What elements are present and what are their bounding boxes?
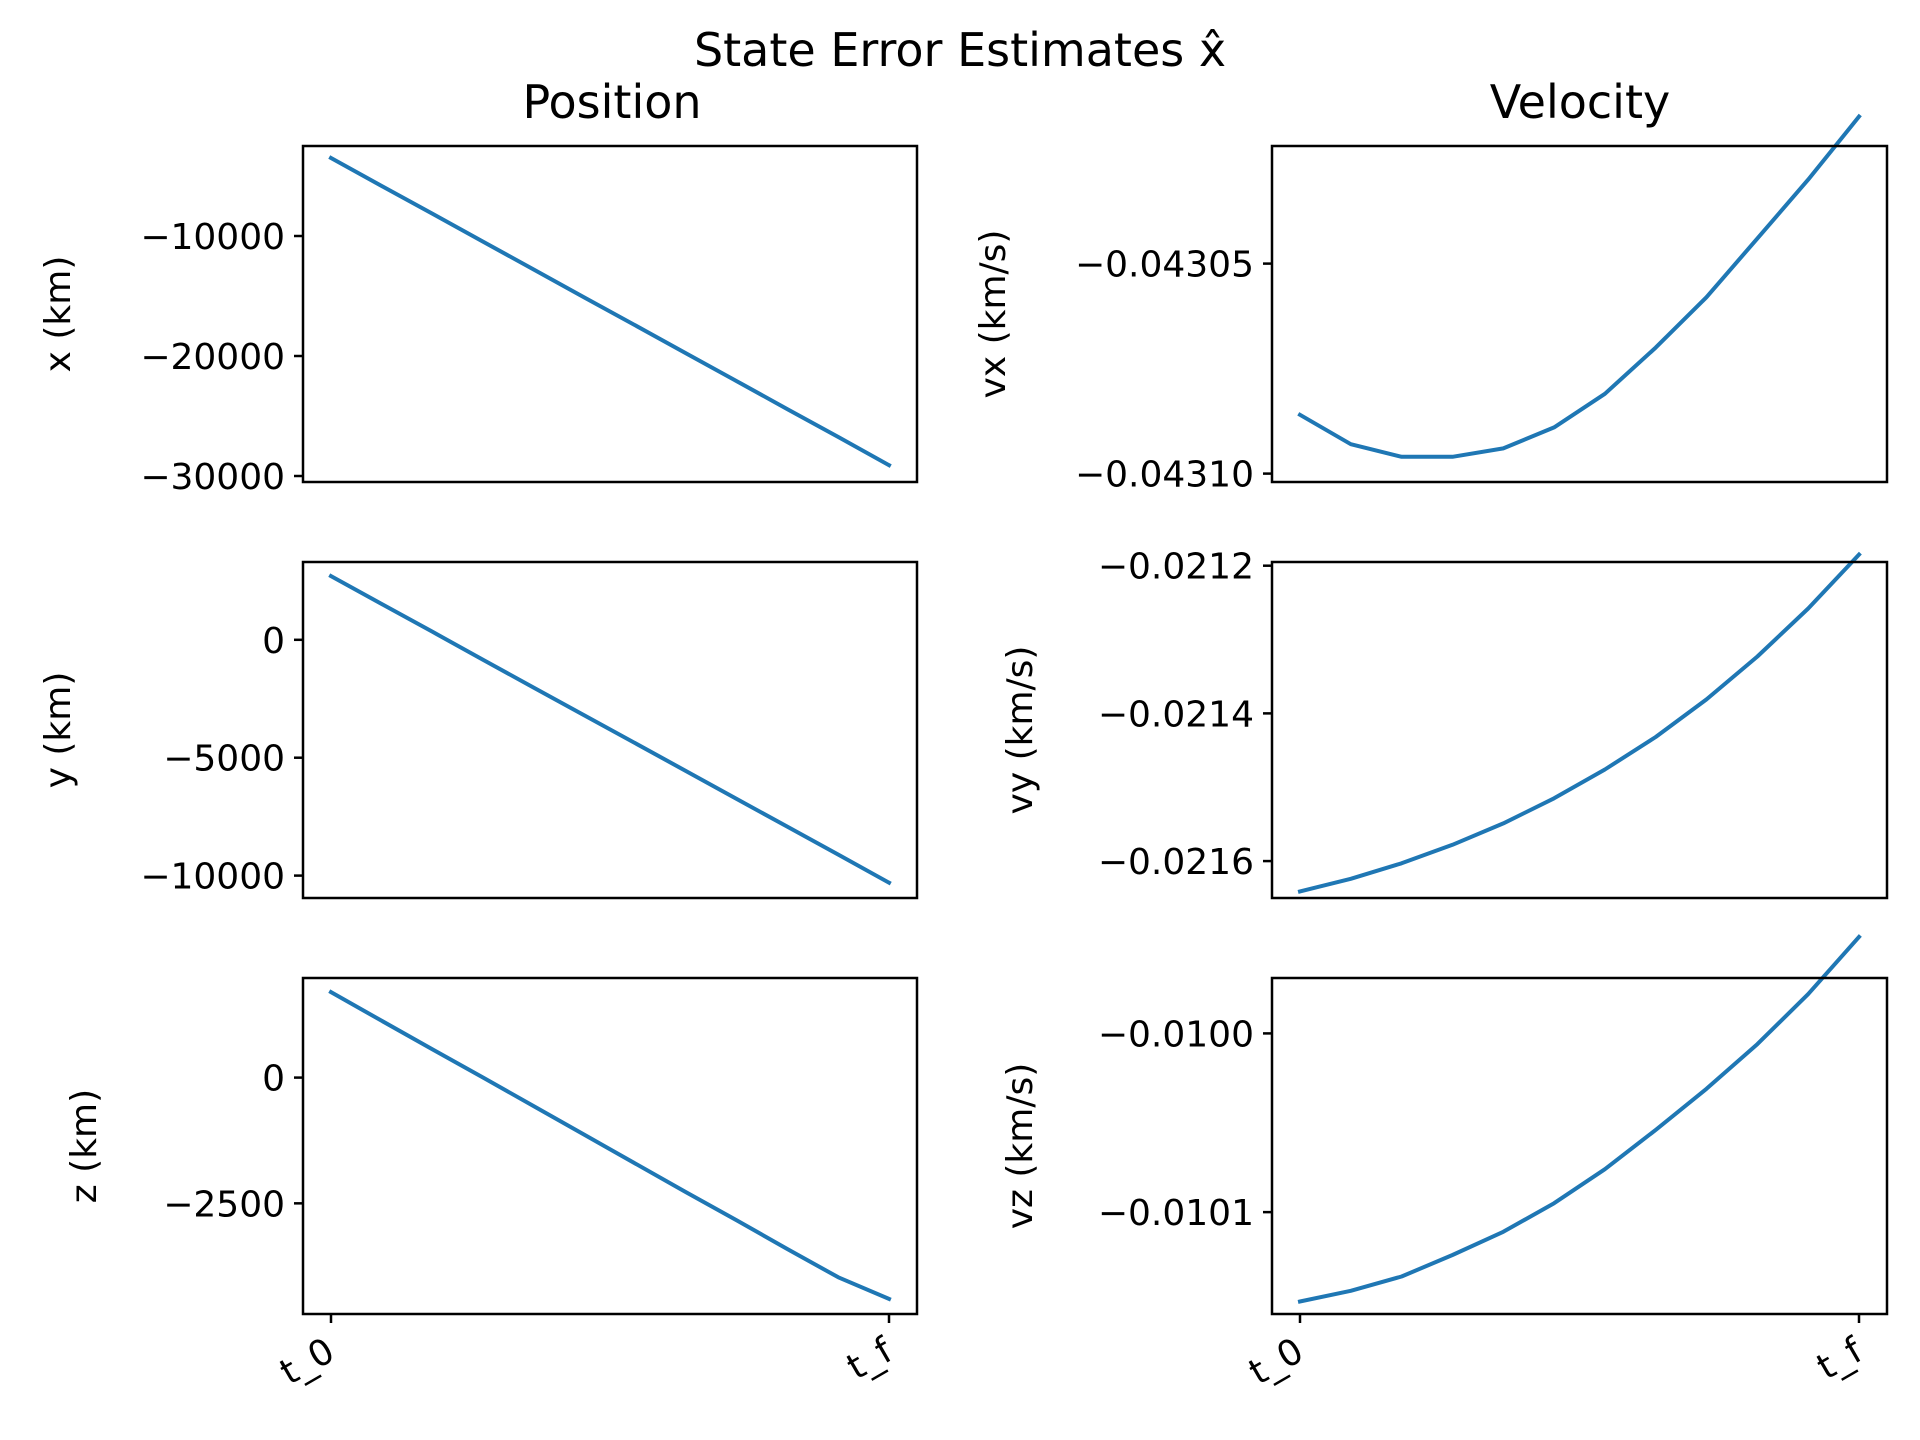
y-axis-label: vx (km/s): [973, 230, 1014, 399]
y-tick-label: −0.0212: [1098, 547, 1254, 588]
subplot-z: 0 −2500 z (km) t_0 t_f: [64, 976, 919, 1393]
y-tick-label: −10000: [140, 857, 285, 898]
x-tick-label: t_0: [1242, 1330, 1310, 1393]
data-line: [1297, 113, 1862, 459]
y-axis-label: x (km): [38, 256, 79, 373]
data-line: [1297, 551, 1862, 894]
y-axis-label: vy (km/s): [1000, 646, 1041, 815]
data-line: [328, 573, 892, 886]
y-tick-label: −30000: [140, 457, 285, 498]
column-title-velocity: Velocity: [1490, 75, 1670, 129]
y-axis-label: z (km): [64, 1089, 105, 1203]
y-tick-label: 0: [262, 1059, 285, 1100]
x-tick-label: t_0: [273, 1330, 341, 1393]
subplot-grid: −10000 −20000 −30000 x (km) −0.04305 −0.04310…: [38, 113, 1889, 1393]
axes-frame: [1270, 976, 1889, 1316]
y-tick-label: −5000: [163, 739, 285, 780]
subplot-vy: −0.0212 −0.0214 −0.0216 vy (km/s): [1000, 547, 1889, 900]
axes-frame: [1270, 144, 1889, 484]
subplot-vz: −0.0100 −0.0101 vz (km/s) t_0 t_f: [1000, 934, 1889, 1393]
y-tick-label: 0: [262, 621, 285, 662]
y-tick-label: −2500: [163, 1184, 285, 1225]
figure-title: State Error Estimates x̂: [694, 23, 1226, 77]
y-tick-label: −0.04310: [1075, 455, 1254, 496]
y-tick-label: −0.0216: [1098, 842, 1254, 883]
y-axis-label: y (km): [38, 672, 79, 789]
axes-frame: [301, 144, 919, 484]
y-tick-label: −0.0214: [1098, 694, 1254, 735]
axes-frame: [301, 560, 919, 900]
y-tick-label: −0.0100: [1098, 1014, 1254, 1055]
data-line: [328, 155, 892, 468]
y-tick-label: −0.0101: [1098, 1193, 1254, 1234]
y-tick-label: −0.04305: [1075, 245, 1254, 286]
column-title-position: Position: [522, 75, 701, 129]
y-axis-label: vz (km/s): [1000, 1063, 1041, 1230]
axes-frame: [301, 976, 919, 1316]
x-tick-label: t_f: [1810, 1330, 1870, 1389]
axes-frame: [1270, 560, 1889, 900]
y-tick-label: −10000: [140, 217, 285, 258]
data-line: [328, 989, 892, 1302]
data-line: [1297, 934, 1862, 1304]
subplot-y: 0 −5000 −10000 y (km): [38, 560, 919, 900]
y-tick-label: −20000: [140, 337, 285, 378]
x-tick-label: t_f: [840, 1330, 900, 1389]
subplot-vx: −0.04305 −0.04310 vx (km/s): [973, 113, 1889, 496]
subplot-x: −10000 −20000 −30000 x (km): [38, 144, 919, 498]
